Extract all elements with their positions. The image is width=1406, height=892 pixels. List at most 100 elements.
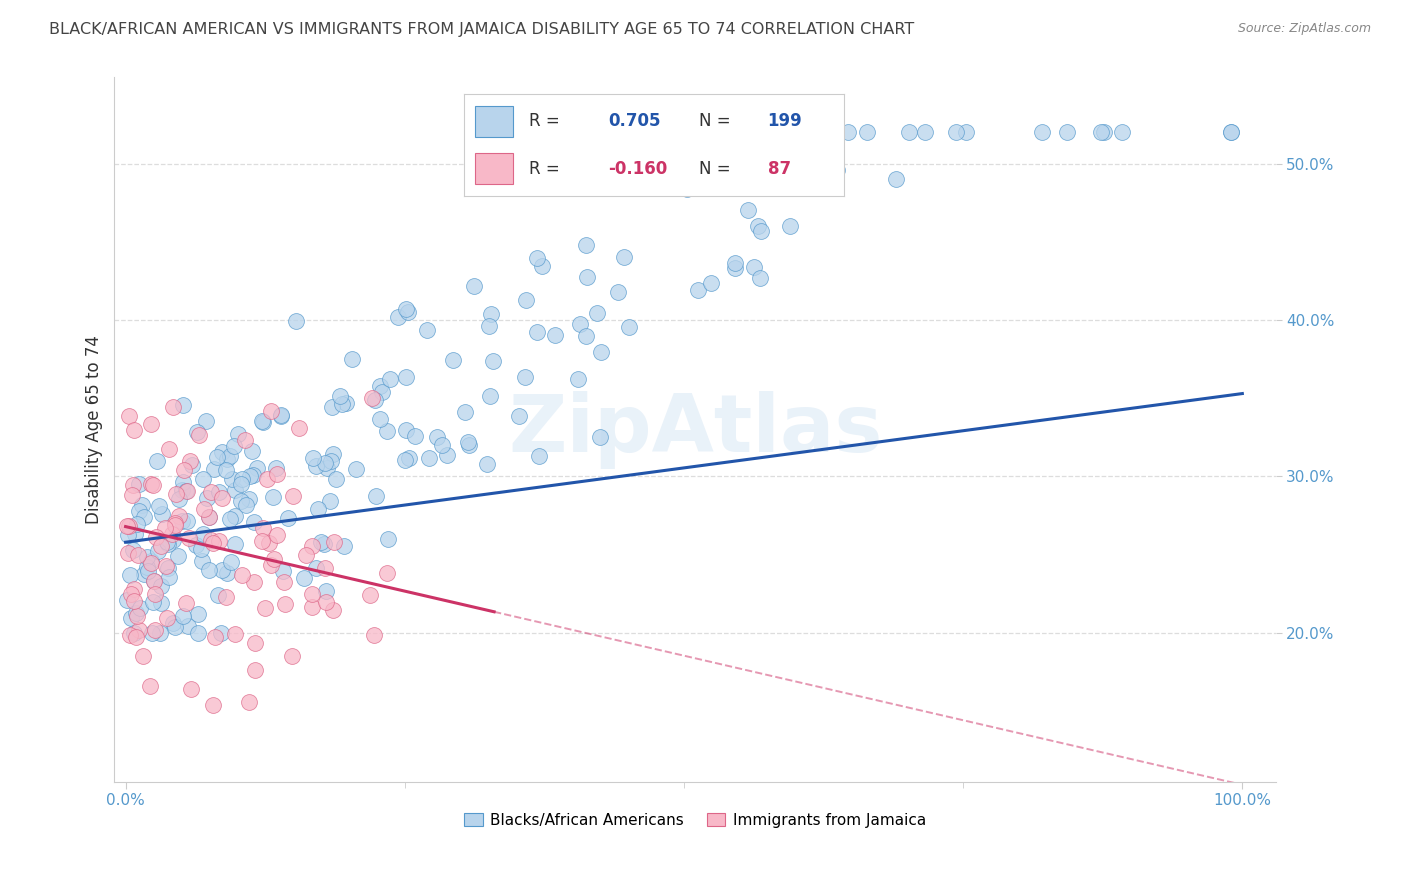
Point [143,623,166,637]
Point [1090,125,1112,139]
Point [120,628,142,642]
Point [120,587,142,601]
Point [375,424,398,438]
Point [193,502,215,516]
Point [117,527,139,541]
Point [301,587,323,601]
Point [575,270,598,285]
Point [305,459,328,474]
Point [281,489,304,503]
Point [143,574,166,588]
Point [202,535,225,549]
Point [482,354,505,368]
Point [146,544,169,558]
Point [191,472,214,486]
Point [211,563,233,577]
Point [218,511,240,525]
Point [475,457,498,471]
Point [165,516,187,530]
Point [139,556,162,570]
Point [176,484,198,499]
Point [128,504,150,518]
Y-axis label: Disability Age 65 to 74: Disability Age 65 to 74 [86,335,103,524]
Point [115,519,138,533]
Point [287,421,309,435]
Point [132,510,155,524]
Point [301,599,323,614]
Point [165,517,187,532]
Point [125,606,148,620]
Point [157,442,180,456]
Point [1056,125,1078,139]
Point [567,372,589,386]
Point [139,477,162,491]
Point [162,527,184,541]
Point [274,597,297,611]
Point [238,491,260,506]
Legend: Blacks/African Americans, Immigrants from Jamaica: Blacks/African Americans, Immigrants fro… [458,806,932,834]
Point [221,473,243,487]
Point [260,558,283,573]
Point [218,450,240,464]
Point [569,317,592,331]
Point [209,626,232,640]
Point [149,626,172,640]
Point [198,509,221,524]
Point [250,533,273,548]
Point [148,500,170,514]
Point [242,574,264,589]
Point [856,125,879,139]
Point [315,595,337,609]
Point [463,279,485,293]
Point [231,568,253,582]
Point [1111,125,1133,139]
Point [589,430,612,444]
Point [198,510,221,524]
Point [242,516,264,530]
Point [368,412,391,426]
Point [122,582,145,596]
Point [172,475,194,489]
Point [215,566,238,580]
Point [897,125,920,139]
Point [176,483,198,498]
Point [120,567,142,582]
Point [457,434,479,449]
Point [266,467,288,482]
Point [150,579,173,593]
Point [190,542,212,557]
Point [479,389,502,403]
Point [136,564,159,578]
Point [121,543,143,558]
Point [179,531,201,545]
Point [162,615,184,630]
Point [224,537,246,551]
Point [669,125,692,139]
Point [134,566,156,581]
Point [208,534,231,549]
Point [233,434,256,448]
Point [214,462,236,476]
Point [377,566,399,581]
Text: R =: R = [529,160,560,178]
Point [162,401,184,415]
Point [127,517,149,532]
Point [191,554,214,568]
Text: R =: R = [529,112,560,130]
Point [292,571,315,585]
Point [122,423,145,437]
Point [186,425,208,439]
Point [136,560,159,574]
Point [270,408,292,422]
Point [316,461,339,475]
Point [162,533,184,548]
Point [329,389,352,403]
Point [163,620,186,634]
Point [224,483,246,497]
Point [544,328,567,343]
Point [273,575,295,590]
Point [607,285,630,300]
Point [749,224,772,238]
Point [531,259,554,273]
Text: N =: N = [699,112,731,130]
